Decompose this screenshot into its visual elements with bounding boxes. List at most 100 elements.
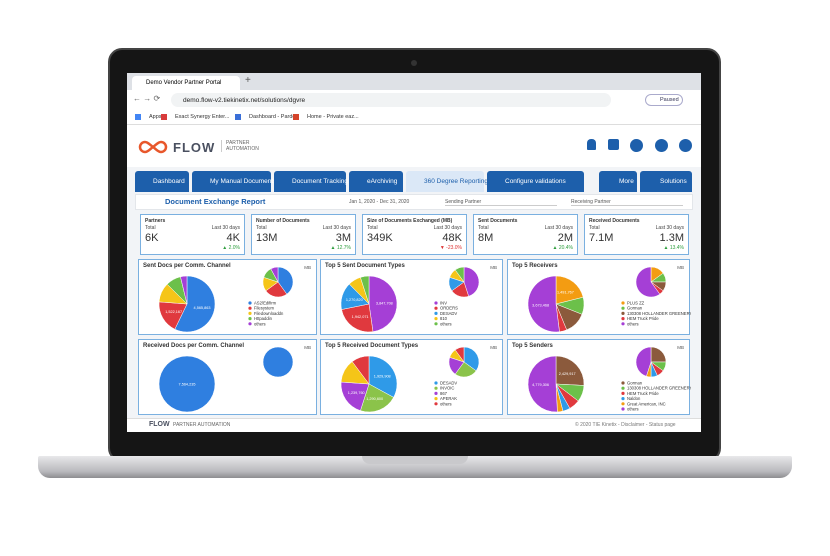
mb-slice: [463, 266, 480, 297]
kpi-recent: 2M: [557, 232, 573, 244]
slice-label: 2,429,917: [559, 372, 576, 376]
footer-bar: [127, 418, 701, 432]
footer-logo: FLOW: [149, 421, 170, 428]
user-icon[interactable]: [679, 139, 692, 152]
kpi-recent-label: Last 30 days: [433, 225, 462, 231]
kpi-change: ▲ 20.4%: [552, 245, 573, 251]
browser-tab[interactable]: Demo Vendor Partner Portal: [132, 76, 240, 90]
pie-chart: 3,847,708 1,942,071 1,270,820 INVORDERSDESA…: [340, 266, 480, 333]
nav-tab[interactable]: Document Tracking: [274, 171, 348, 192]
pie-slice: [555, 355, 585, 386]
kpi-title: Received Documents: [589, 218, 640, 224]
legend-dot: [248, 317, 252, 321]
filter-receiving[interactable]: Receiving Partner: [571, 199, 683, 206]
chart-panel: Received Docs per Comm. Channel MB 7,564,2…: [138, 339, 317, 415]
nav-tab-right[interactable]: More: [599, 171, 637, 192]
slice-label: 1,290,600: [366, 397, 383, 401]
nav-tab[interactable]: eArchiving: [349, 171, 403, 192]
url-box[interactable]: demo.flow-v2.tiekinetix.net/solutions/dg…: [171, 93, 611, 107]
kpi-total-label: Total: [589, 225, 600, 231]
base-notch: [362, 456, 468, 464]
chart-panel: Top 5 Receivers MB 1,491,767 3,673,468 PLUS …: [507, 259, 691, 335]
footer-text: © 2020 TIE Kinetix - Disclaimer - Status…: [575, 422, 676, 428]
kpi-card: Received Documents Total 7.1M Last 30 days 1…: [584, 214, 689, 255]
report-title: Document Exchange Report: [165, 197, 266, 206]
legend-label: 130308 HOLLANDER GREENERY: [627, 311, 691, 316]
pie-chart: 4,565,863 1,522,167 AS2/EdifirmFilesystemF…: [158, 266, 294, 333]
logo-tagline: PARTNER AUTOMATION: [221, 140, 265, 152]
chart-panel: Top 5 Received Document Types MB 1,929,908…: [320, 339, 503, 415]
report-bar: [135, 194, 693, 210]
date-range: Jan 1, 2020 - Dec 31, 2020: [349, 199, 410, 205]
bookmark[interactable]: Dashboard - Pardot: [235, 114, 297, 120]
profile[interactable]: Paused: [645, 94, 683, 106]
kpi-title: Size of Documents Exchanged (MB): [367, 218, 453, 224]
tab-bar: [127, 73, 701, 90]
chat-icon[interactable]: [607, 139, 619, 150]
filter-sending[interactable]: Sending Partner: [445, 199, 557, 206]
slice-label: 1,929,908: [374, 375, 391, 379]
kpi-card: Number of Documents Total 13M Last 30 days 3…: [251, 214, 356, 255]
nav-tab[interactable]: 360 Degree Reporting: [406, 171, 488, 192]
bookmarks-bar: Apps Exact Synergy Enter... Dashboard - Pa…: [127, 110, 701, 125]
nav-tab[interactable]: Dashboard: [135, 171, 189, 192]
bookmark[interactable]: Apps: [135, 114, 162, 120]
kpi-card: Size of Documents Exchanged (MB) Total 349…: [362, 214, 467, 255]
legend-dot: [434, 386, 438, 390]
laptop-base: [38, 456, 792, 478]
pie-slice: [527, 275, 560, 333]
panel-title: Top 5 Sent Document Types: [325, 263, 405, 269]
legend-dot: [621, 322, 625, 326]
legend-label: Httpaddin: [254, 316, 273, 321]
bookmark[interactable]: Exact Synergy Enter...: [161, 114, 229, 120]
legend-dot: [434, 317, 438, 321]
bell-icon[interactable]: [587, 139, 596, 150]
legend-label: APERAK: [440, 396, 457, 401]
nav-buttons[interactable]: ← → ⟳: [133, 94, 161, 103]
legend-dot: [434, 301, 438, 305]
kpi-recent: 4K: [226, 232, 240, 244]
new-tab[interactable]: +: [245, 75, 251, 86]
legend-dot: [434, 311, 438, 315]
legend-dot: [621, 402, 625, 406]
nav-tab[interactable]: My Manual Documents: [192, 171, 276, 192]
help-icon[interactable]: [630, 139, 643, 152]
legend-label: Naldon: [627, 396, 641, 401]
pie-slice: [340, 381, 370, 411]
pie-slice: [341, 303, 374, 333]
kpi-recent: 48K: [442, 232, 462, 244]
legend-label: DESADV: [440, 311, 457, 316]
app-header: [127, 125, 701, 167]
legend-dot: [621, 311, 625, 315]
pie-slice: [174, 275, 216, 333]
pie-slice: [360, 275, 370, 305]
kpi-recent: 3M: [335, 232, 351, 244]
kpi-total-label: Total: [256, 225, 267, 231]
nav-tab-right[interactable]: Solutions: [640, 171, 692, 192]
header-icons[interactable]: [587, 139, 692, 153]
footer-tagline: PARTNER AUTOMATION: [173, 422, 231, 428]
legend-dot: [621, 317, 625, 321]
legend-dot: [434, 322, 438, 326]
pie-slice: [158, 355, 216, 413]
legend-label: Great American, INC: [627, 401, 666, 406]
logo-text: FLOW: [173, 140, 216, 155]
pie-slice: [180, 275, 188, 305]
pie-slice: [351, 355, 370, 385]
nav-tab[interactable]: Configure validations: [487, 171, 584, 192]
pie-chart: 7,564,235: [158, 346, 294, 413]
kpi-recent-label: Last 30 days: [211, 225, 240, 231]
panel-title: Top 5 Receivers: [512, 263, 558, 269]
logo-icon: [138, 140, 168, 154]
legend-label: others: [254, 321, 266, 326]
bookmark[interactable]: Home - Private eaz...: [293, 114, 359, 120]
compass-icon[interactable]: [654, 139, 668, 152]
mb-slice: [277, 266, 294, 295]
kpi-card: Sent Documents Total 8M Last 30 days 2M ▲ 20.…: [473, 214, 578, 255]
legend-label: INV: [440, 301, 447, 306]
slice-label: 1,239,760: [348, 391, 365, 395]
pie-slice: [368, 275, 398, 333]
legend-dot: [434, 391, 438, 395]
